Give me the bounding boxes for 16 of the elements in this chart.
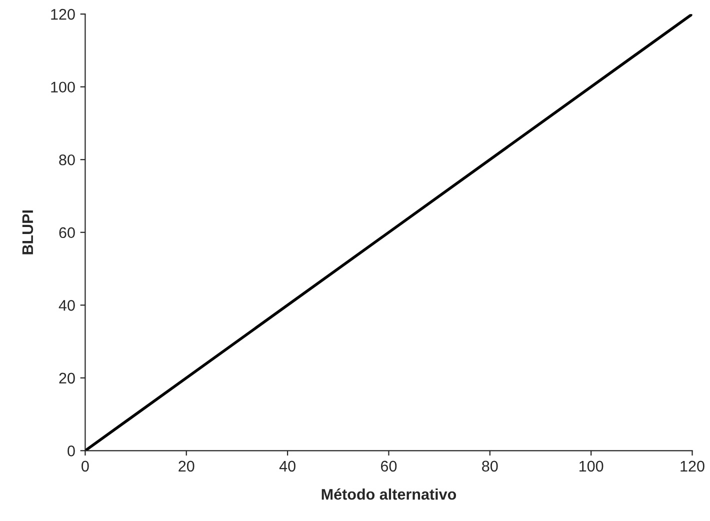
y-tick-label: 60 <box>59 227 75 238</box>
x-tick-label: 60 <box>381 460 397 472</box>
y-tick-label: 0 <box>68 446 75 456</box>
x-axis-title: Método alternativo <box>322 488 456 500</box>
x-tick-label: 80 <box>482 460 498 472</box>
y-tick-label: 100 <box>51 82 75 93</box>
x-tick-label: 40 <box>279 460 296 472</box>
y-axis-title: BLUPI <box>22 210 34 254</box>
y-tick-label: 120 <box>51 8 75 20</box>
x-tick-label: 120 <box>680 460 704 472</box>
x-tick-label: 100 <box>579 460 604 472</box>
x-tick-label: 0 <box>82 460 89 472</box>
y-tick-label: 40 <box>58 300 75 311</box>
y-tick-label: 20 <box>59 372 75 384</box>
y-tick-label: 80 <box>59 154 75 166</box>
x-tick-label: 20 <box>178 460 194 472</box>
